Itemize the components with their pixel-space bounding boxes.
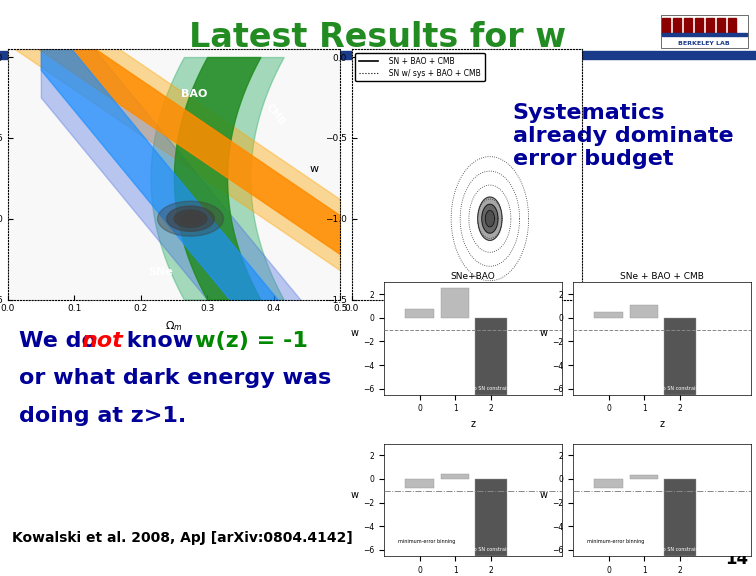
Bar	[728, 18, 736, 34]
Text: Kowalski et al. 2008, ApJ [arXiv:0804.4142]: Kowalski et al. 2008, ApJ [arXiv:0804.41…	[12, 531, 353, 545]
Bar	[441, 288, 469, 318]
Text: No SN constraint: No SN constraint	[659, 547, 700, 552]
Text: CMB: CMB	[264, 102, 287, 127]
Bar	[441, 474, 469, 479]
Text: doing at z>1.: doing at z>1.	[20, 406, 187, 426]
Text: 14: 14	[725, 550, 748, 568]
Bar	[475, 318, 507, 395]
X-axis label: $\Omega_m$: $\Omega_m$	[458, 319, 476, 333]
Text: BAO: BAO	[181, 89, 207, 100]
Text: No SN constraint: No SN constraint	[470, 386, 511, 391]
Polygon shape	[478, 197, 502, 240]
Title: SNe+BAO: SNe+BAO	[451, 272, 495, 282]
Bar	[664, 318, 696, 395]
Bar	[0, 51, 756, 59]
X-axis label: $\Omega_m$: $\Omega_m$	[165, 319, 183, 333]
X-axis label: z: z	[659, 419, 665, 429]
Text: know: know	[119, 331, 201, 351]
Y-axis label: w: w	[351, 328, 359, 339]
Bar	[706, 18, 714, 34]
Text: w(z) = -1: w(z) = -1	[194, 331, 308, 351]
Y-axis label: w: w	[309, 164, 318, 175]
Text: SNe: SNe	[148, 267, 173, 277]
Text: BERKELEY LAB: BERKELEY LAB	[678, 41, 730, 46]
Bar	[717, 18, 725, 34]
Bar	[405, 479, 434, 488]
Text: Latest Results for w: Latest Results for w	[190, 21, 566, 54]
Polygon shape	[157, 201, 224, 236]
Text: not: not	[82, 331, 123, 351]
Bar	[664, 479, 696, 556]
Legend:   SN + BAO + CMB,   SN w/ sys + BAO + CMB: SN + BAO + CMB, SN w/ sys + BAO + CMB	[355, 53, 485, 81]
Bar	[673, 18, 681, 34]
Title: SNe + BAO + CMB: SNe + BAO + CMB	[620, 272, 704, 282]
Polygon shape	[174, 210, 207, 228]
Polygon shape	[167, 206, 214, 232]
Bar	[475, 479, 507, 556]
Text: Systematics
already dominate
error budget: Systematics already dominate error budge…	[513, 103, 733, 169]
Bar	[594, 479, 623, 488]
Bar	[662, 33, 747, 36]
Bar	[684, 18, 692, 34]
Y-axis label: w: w	[540, 490, 548, 499]
Text: No SN constraint: No SN constraint	[470, 547, 511, 552]
Y-axis label: w: w	[351, 490, 359, 499]
Bar	[662, 18, 670, 34]
Bar	[405, 309, 434, 318]
Polygon shape	[485, 211, 494, 227]
X-axis label: z: z	[470, 419, 476, 429]
Polygon shape	[180, 213, 201, 224]
Bar	[594, 312, 623, 318]
Text: minimum-error binning: minimum-error binning	[398, 539, 455, 544]
Text: minimum-error binning: minimum-error binning	[587, 539, 644, 544]
Bar	[661, 15, 748, 48]
Text: No SN constraint: No SN constraint	[659, 386, 700, 391]
Y-axis label: w: w	[540, 328, 548, 339]
Text: We do: We do	[20, 331, 105, 351]
Bar	[695, 18, 703, 34]
Bar	[630, 475, 658, 479]
Polygon shape	[482, 204, 498, 233]
Text: or what dark energy was: or what dark energy was	[20, 369, 332, 388]
Bar	[630, 305, 658, 318]
